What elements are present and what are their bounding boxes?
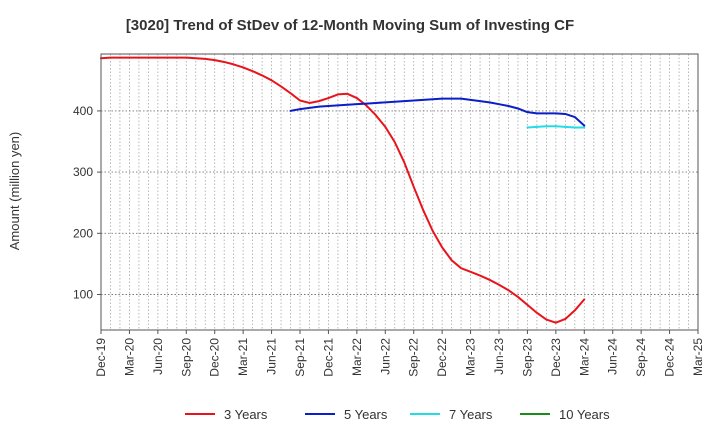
x-axis-ticks: Dec-19 Mar-20 Jun-20 Sep-20 Dec-20 Mar-21 Jun-… bbox=[94, 330, 705, 377]
chart-title: [3020] Trend of StDev of 12-Month Moving… bbox=[126, 17, 574, 34]
x-tick-label: Dec-19 bbox=[94, 338, 108, 377]
x-tick-label: Dec-21 bbox=[321, 338, 335, 377]
y-tick-label: 100 bbox=[73, 288, 93, 302]
x-tick-label: Sep-23 bbox=[520, 338, 534, 377]
plot-frame bbox=[100, 53, 699, 331]
series-lines bbox=[100, 56, 586, 324]
x-tick-label: Sep-22 bbox=[407, 338, 421, 377]
x-tick-label: Dec-22 bbox=[435, 338, 449, 377]
x-tick-label: Jun-20 bbox=[151, 338, 165, 375]
x-tick-label: Sep-20 bbox=[179, 338, 193, 377]
x-tick-label: Dec-24 bbox=[663, 338, 677, 377]
y-tick-label: 400 bbox=[73, 104, 93, 118]
x-tick-label: Mar-20 bbox=[122, 338, 136, 376]
y-axis-ticks: 100 200 300 400 bbox=[73, 104, 101, 302]
x-tick-label: Sep-24 bbox=[634, 338, 648, 377]
x-tick-label: Dec-20 bbox=[208, 338, 222, 377]
y-tick-label: 300 bbox=[73, 165, 93, 179]
x-tick-label: Mar-23 bbox=[464, 338, 478, 376]
plot-background bbox=[101, 54, 698, 330]
x-tick-label: Dec-23 bbox=[549, 338, 563, 377]
series-line-3-years bbox=[100, 56, 586, 324]
legend-label: 10 Years bbox=[559, 407, 610, 422]
x-tick-label: Mar-21 bbox=[236, 338, 250, 376]
series-line-7-years bbox=[526, 125, 586, 129]
x-tick-label: Mar-24 bbox=[577, 338, 591, 376]
x-tick-label: Jun-22 bbox=[378, 338, 392, 375]
legend-label: 3 Years bbox=[224, 407, 268, 422]
x-tick-label: Jun-21 bbox=[265, 338, 279, 375]
legend: 3 Years 5 Years 7 Years 10 Years bbox=[185, 407, 610, 422]
x-tick-label: Mar-25 bbox=[691, 338, 705, 376]
x-tick-label: Jun-23 bbox=[492, 338, 506, 375]
y-axis-label: Amount (million yen) bbox=[7, 132, 22, 251]
x-tick-label: Mar-22 bbox=[350, 338, 364, 376]
y-tick-label: 200 bbox=[73, 226, 93, 240]
legend-label: 5 Years bbox=[344, 407, 388, 422]
x-tick-label: Jun-24 bbox=[606, 338, 620, 375]
series-line-5-years bbox=[289, 97, 586, 127]
x-tick-label: Sep-21 bbox=[293, 338, 307, 377]
legend-label: 7 Years bbox=[449, 407, 493, 422]
